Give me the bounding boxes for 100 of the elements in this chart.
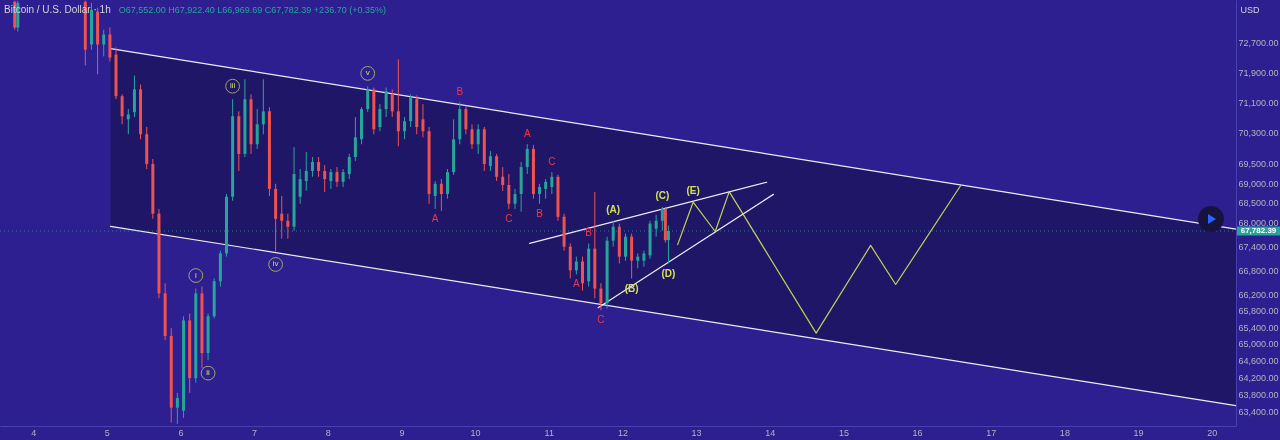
candlestick	[175, 392, 179, 425]
annotation: (E)	[686, 185, 700, 197]
candlestick	[568, 242, 572, 279]
x-tick-label: 5	[104, 427, 110, 438]
candlestick	[507, 173, 511, 210]
x-tick-label: 12	[617, 427, 628, 438]
candlestick	[261, 78, 265, 135]
annotation: A	[431, 212, 439, 224]
annotation: i	[194, 270, 197, 280]
candlestick	[396, 58, 400, 147]
y-tick-label: 65,800.00	[1238, 306, 1279, 317]
candlestick	[335, 166, 339, 188]
annotation: iv	[272, 259, 279, 269]
candlestick	[470, 123, 474, 150]
candlestick	[378, 103, 382, 132]
candlestick	[286, 213, 290, 240]
y-tick-label: 67,400.00	[1238, 241, 1279, 252]
candlestick	[550, 171, 554, 195]
y-tick-label: 71,900.00	[1238, 67, 1279, 78]
candlestick	[323, 164, 327, 193]
y-tick-label: 65,400.00	[1238, 322, 1279, 333]
y-tick-label: 69,000.00	[1238, 178, 1279, 189]
candlestick	[581, 256, 584, 292]
candlestick	[280, 195, 284, 240]
annotation: B	[536, 207, 544, 219]
candlestick	[624, 232, 628, 262]
annotation: A	[573, 278, 581, 290]
annotation: B	[585, 227, 593, 239]
candlestick	[538, 183, 542, 205]
candlestick	[329, 168, 333, 190]
annotation: A	[523, 128, 531, 140]
x-tick-label: 9	[399, 427, 405, 438]
x-tick-label: 7	[252, 427, 258, 438]
candlestick	[384, 87, 388, 118]
annotation: (B)	[624, 283, 639, 295]
y-tick-label: 65,000.00	[1238, 339, 1279, 350]
y-tick-label: 64,600.00	[1238, 356, 1279, 367]
annotation: (C)	[655, 189, 670, 201]
y-tick-label: 68,500.00	[1238, 198, 1279, 209]
y-tick-label: 68,000.00	[1238, 217, 1279, 228]
y-tick-label: 63,400.00	[1238, 406, 1279, 417]
annotation: ii	[206, 368, 211, 378]
candlestick	[513, 188, 517, 210]
candlestick	[495, 153, 499, 182]
candlestick	[488, 150, 492, 172]
candlestick	[439, 178, 443, 212]
candlestick	[132, 74, 136, 118]
candlestick	[366, 85, 370, 113]
candlestick	[433, 180, 437, 210]
y-tick-label: 71,100.00	[1238, 97, 1279, 108]
candlestick	[642, 250, 646, 268]
candlestick	[126, 108, 130, 135]
candlestick	[255, 108, 259, 150]
y-tick-label: 72,700.00	[1238, 37, 1279, 48]
candlestick	[403, 116, 407, 140]
annotation: v	[365, 68, 370, 78]
y-tick-label: 70,300.00	[1238, 128, 1279, 139]
candlestick	[310, 156, 314, 178]
candlestick	[476, 123, 480, 155]
annotation: C	[505, 212, 513, 224]
candlestick	[464, 105, 468, 135]
annotation: C	[597, 314, 605, 326]
candlestick	[317, 156, 321, 178]
x-tick-label: 10	[470, 427, 481, 438]
candlestick	[102, 29, 106, 57]
x-tick-label: 19	[1133, 427, 1144, 438]
candlestick	[409, 93, 413, 128]
candlestick	[120, 93, 124, 125]
candlestick	[304, 151, 308, 192]
annotation: (D)	[661, 268, 676, 280]
x-tick-label: 6	[178, 427, 184, 438]
y-tick-label: 66,800.00	[1238, 265, 1279, 276]
candlestick	[501, 166, 505, 192]
x-tick-label: 20	[1207, 427, 1218, 438]
x-tick-label: 4	[31, 427, 37, 438]
x-tick-label: 15	[838, 427, 849, 438]
annotation: iii	[229, 81, 236, 91]
x-tick-label: 16	[912, 427, 923, 438]
y-axis-title: USD	[1240, 4, 1260, 15]
line-series	[677, 185, 962, 334]
x-tick-label: 8	[325, 427, 331, 438]
text: O67,552.00 H67,922.40 L66,969.69 C67,782.39 +236.70 (+0.35%)	[118, 5, 386, 15]
y-tick-label: 69,500.00	[1238, 159, 1279, 170]
candlestick	[544, 178, 548, 200]
x-tick-label: 11	[544, 427, 554, 438]
x-tick-label: 17	[986, 427, 997, 438]
candlestick	[353, 116, 357, 162]
annotation: B	[456, 86, 464, 98]
candlestick	[445, 168, 449, 200]
x-tick-label: 18	[1059, 427, 1070, 438]
annotation: C	[548, 156, 556, 168]
y-tick-label: 66,200.00	[1238, 290, 1279, 301]
candlestick	[421, 103, 425, 138]
annotation: (A)	[606, 203, 621, 215]
candlestick	[599, 282, 603, 311]
x-tick-label: 13	[691, 427, 702, 438]
y-tick-label: 64,200.00	[1238, 372, 1279, 383]
candlestick	[298, 168, 302, 205]
y-tick-label: 63,800.00	[1238, 389, 1279, 400]
candlestick	[525, 143, 529, 175]
